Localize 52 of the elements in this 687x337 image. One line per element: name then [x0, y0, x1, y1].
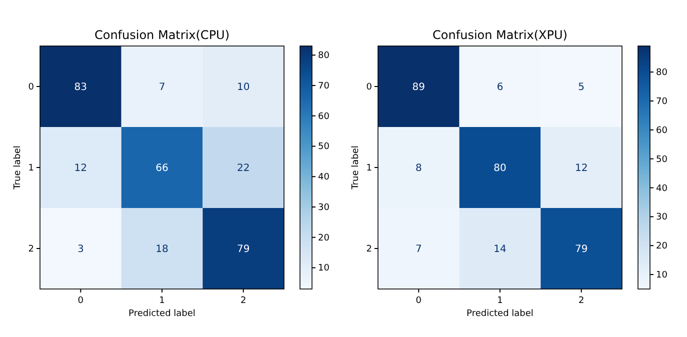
color-bar-label: 20: [318, 233, 330, 244]
data-label: 79: [236, 244, 250, 255]
y-tick-label: 0: [366, 82, 372, 92]
data-label: 66: [156, 163, 168, 174]
y-axis-title: True label: [351, 146, 361, 190]
color-bar-label: 50: [318, 142, 330, 152]
color-bar-label: 30: [318, 202, 330, 213]
data-label: 5: [578, 82, 585, 93]
x-tick-label: 0: [416, 296, 422, 306]
x-tick-label: 0: [78, 296, 84, 306]
chart-title: Confusion Matrix(CPU): [94, 28, 230, 42]
color-bar-label: 60: [656, 126, 668, 136]
y-tick-label: 2: [366, 244, 372, 254]
data-label: 8: [415, 163, 422, 174]
color-bar-label: 10: [656, 270, 668, 281]
chart-title: Confusion Matrix(XPU): [432, 28, 568, 42]
y-tick-label: 0: [28, 82, 34, 92]
data-label: 10: [236, 82, 250, 93]
color-bar-label: 40: [656, 184, 668, 194]
data-label: 3: [77, 244, 84, 255]
x-tick-label: 2: [240, 296, 246, 306]
x-axis-title: Predicted label: [128, 309, 196, 319]
data-label: 12: [74, 163, 88, 174]
color-bar-label: 10: [318, 264, 330, 274]
data-label: 80: [494, 163, 506, 174]
color-bar-label: 80: [656, 68, 668, 78]
color-bar-label: 70: [656, 96, 668, 107]
x-tick-label: 1: [159, 296, 165, 306]
data-label: 83: [74, 82, 88, 93]
data-label: 7: [415, 244, 422, 255]
color-bar-label: 50: [656, 154, 668, 165]
x-tick-label: 1: [497, 296, 503, 306]
data-label: 6: [496, 82, 504, 93]
y-tick-label: 2: [28, 244, 34, 254]
y-tick-label: 1: [366, 164, 372, 174]
data-label: 12: [574, 163, 588, 174]
y-axis-title: True label: [13, 146, 23, 190]
data-label: 22: [236, 163, 250, 174]
x-tick-label: 2: [578, 296, 584, 306]
data-label: 89: [412, 82, 426, 93]
x-axis-title: Predicted label: [466, 309, 534, 319]
color-bar-label: 20: [656, 242, 668, 252]
color-bar-label: 40: [318, 172, 330, 183]
color-bar-label: 80: [318, 51, 330, 62]
data-label: 79: [574, 244, 588, 255]
color-bar-label: 60: [318, 112, 330, 122]
color-bar-label: 70: [318, 81, 330, 92]
data-label: 14: [494, 244, 506, 255]
color-bar-label: 30: [656, 212, 668, 223]
data-label: 18: [156, 244, 168, 255]
data-label: 7: [158, 82, 166, 93]
y-tick-label: 1: [28, 164, 34, 174]
